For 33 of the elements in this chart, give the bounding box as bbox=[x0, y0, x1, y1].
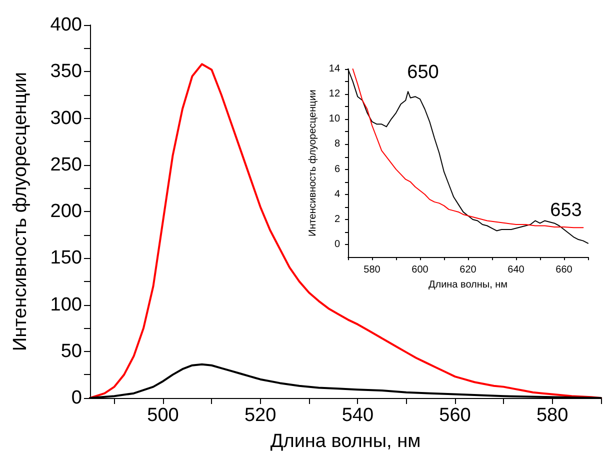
y-tick-label: 0 bbox=[334, 239, 340, 250]
y-tick-label: 6 bbox=[334, 164, 340, 175]
y-tick-label: 150 bbox=[50, 248, 82, 269]
y-tick-label: 350 bbox=[50, 61, 82, 82]
y-tick-label: 250 bbox=[50, 154, 82, 176]
annotation: 650 bbox=[407, 62, 439, 83]
x-tick-label: 620 bbox=[460, 264, 477, 276]
y-tick-label: 12 bbox=[328, 88, 340, 100]
y-tick-label: 2 bbox=[334, 214, 340, 225]
y-tick-label: 100 bbox=[50, 294, 82, 316]
x-axis-title: Длина волны, нм bbox=[428, 280, 508, 290]
x-tick-label: 580 bbox=[364, 264, 381, 276]
x-tick-label: 660 bbox=[556, 264, 573, 276]
y-tick-label: 50 bbox=[60, 340, 82, 362]
x-axis-title: Длина волны, нм bbox=[270, 431, 421, 452]
x-tick-label: 600 bbox=[412, 264, 429, 276]
y-axis-title: Интенсивность флуоресценции bbox=[308, 90, 318, 236]
y-axis-title: Интенсивность флуоресценции bbox=[10, 72, 31, 351]
x-tick-label: 580 bbox=[536, 405, 568, 426]
y-tick-label: 200 bbox=[50, 201, 82, 222]
y-tick-label: 10 bbox=[328, 114, 340, 125]
x-tick-label: 640 bbox=[508, 264, 525, 276]
y-tick-label: 400 bbox=[50, 14, 82, 36]
y-tick-label: 14 bbox=[328, 64, 340, 74]
y-tick-label: 4 bbox=[334, 188, 340, 200]
annotation: 653 bbox=[550, 200, 582, 221]
x-tick-label: 500 bbox=[147, 405, 179, 426]
x-tick-label: 540 bbox=[342, 405, 374, 426]
y-tick-label: 300 bbox=[50, 108, 82, 129]
x-tick-label: 560 bbox=[439, 405, 471, 426]
y-tick-label: 0 bbox=[71, 388, 82, 408]
y-tick-label: 8 bbox=[334, 138, 340, 150]
x-tick-label: 520 bbox=[244, 405, 276, 426]
